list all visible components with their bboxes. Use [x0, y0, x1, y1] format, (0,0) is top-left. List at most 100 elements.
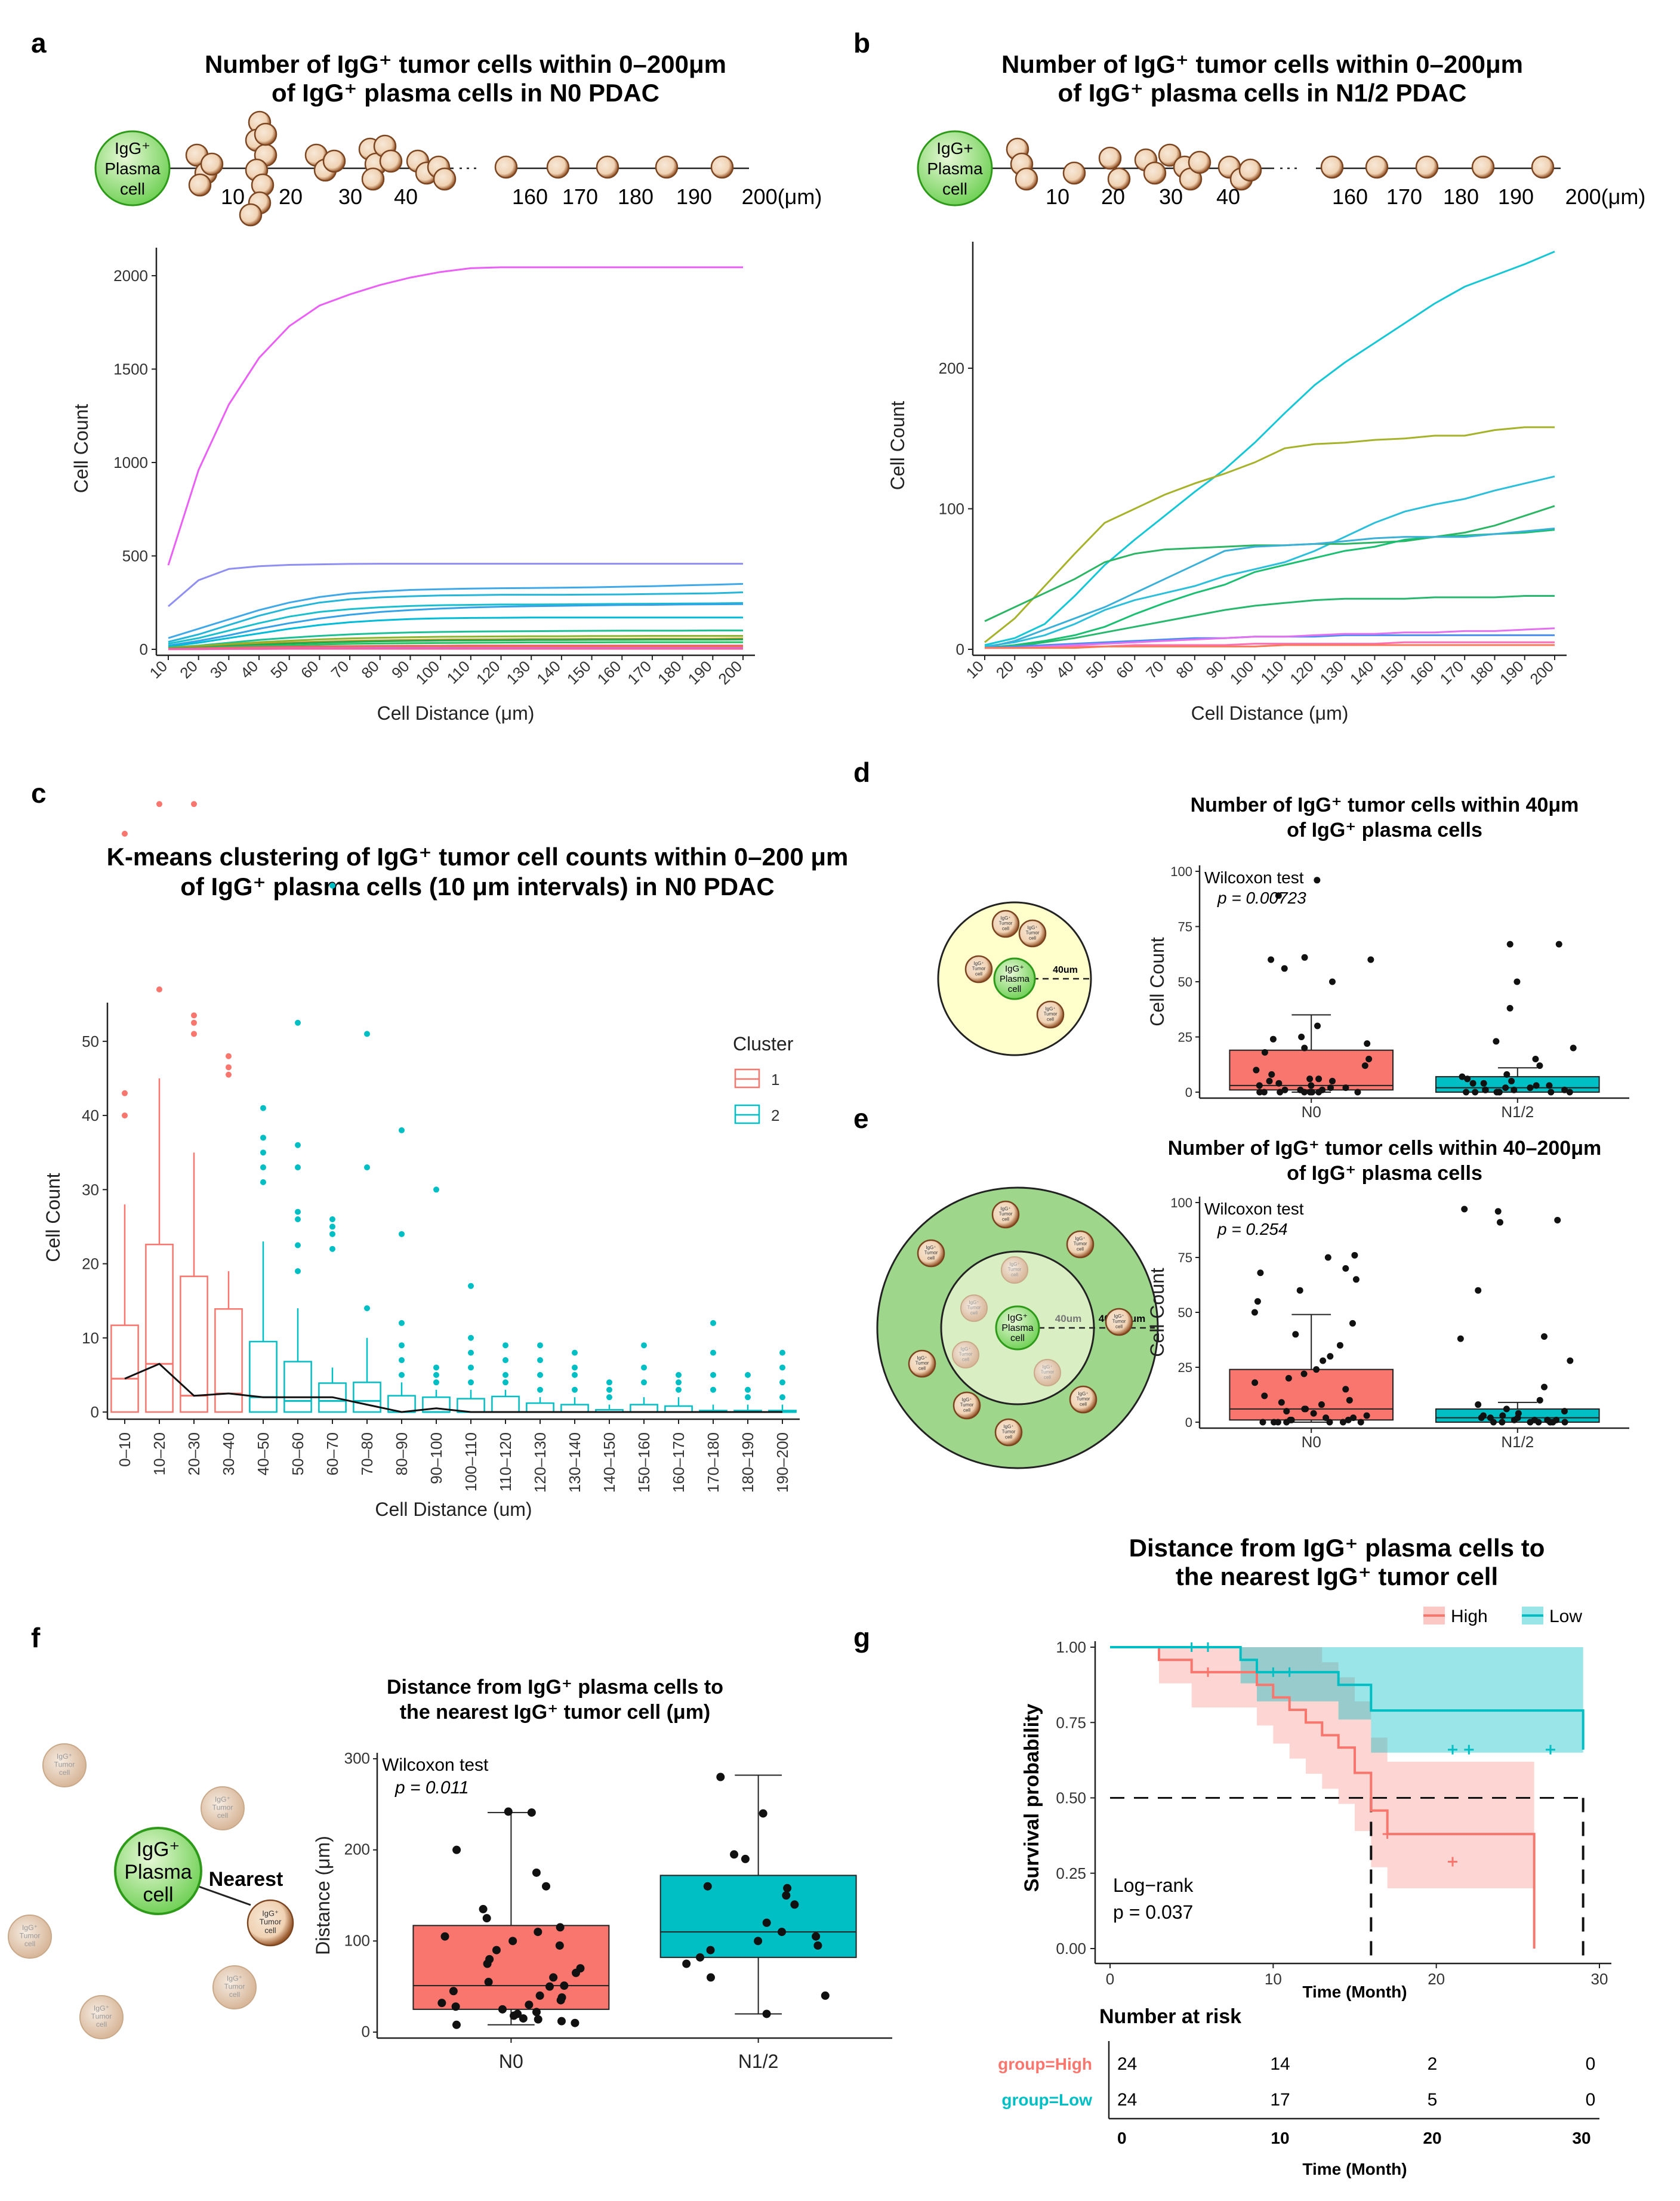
data-point	[1254, 1298, 1261, 1305]
tumor-cell-icon	[79, 1995, 124, 2039]
tumor-cell-icon	[1018, 919, 1047, 948]
title-f-line2: the nearest IgG⁺ tumor cell (μm)	[400, 1701, 711, 1724]
tumor-label: IgG⁺	[961, 1397, 972, 1402]
tumor-label: Tumor	[54, 1760, 75, 1768]
box-body	[630, 1404, 658, 1413]
y-tick-label: 200	[344, 1841, 370, 1858]
data-point	[1278, 1399, 1285, 1406]
series-line-2	[984, 426, 1555, 643]
risk-value: 0	[1586, 2054, 1596, 2074]
series-line-2	[168, 563, 743, 608]
data-point	[1555, 941, 1562, 948]
series-line-10	[985, 641, 1555, 649]
outlier-point	[260, 1149, 266, 1156]
outlier-point	[710, 1320, 716, 1326]
data-point	[1352, 1276, 1360, 1283]
y-tick-label: 0	[140, 640, 148, 658]
risk-value: 0	[1586, 2090, 1596, 2110]
data-point	[534, 2015, 542, 2024]
x-tick-label: 100–110	[462, 1432, 480, 1491]
tumor-label: IgG⁺	[57, 1752, 72, 1761]
y-tick-label: 100	[344, 1931, 370, 1949]
tumor-cell-icon	[1365, 155, 1389, 179]
x-tick-label: 200	[714, 657, 745, 688]
data-point	[1328, 978, 1336, 985]
censor-mark	[1268, 1667, 1278, 1677]
tumor-label: Tumor	[960, 1402, 974, 1408]
data-point	[485, 1955, 494, 1963]
data-point	[1548, 1089, 1555, 1096]
box-N0	[1229, 1251, 1394, 1426]
y-tick-label: 50	[82, 1032, 99, 1050]
x-tick-label: 30	[206, 657, 232, 682]
tumor-label: Tumor	[999, 1212, 1013, 1217]
legend-label: 2	[771, 1106, 779, 1124]
tumor-label: Tumor	[260, 1918, 282, 1926]
tumor-label: cell	[962, 1357, 969, 1362]
box-30–40	[214, 1053, 243, 1413]
censor-mark	[1186, 1642, 1197, 1652]
tumor-cell-icon	[1098, 146, 1122, 170]
schem-b-tick-160: 160	[1332, 184, 1368, 209]
data-point	[1327, 1084, 1334, 1092]
data-point	[1268, 1071, 1275, 1078]
data-point	[1260, 1089, 1268, 1096]
series-line-9	[168, 635, 743, 649]
box-N0	[412, 1807, 610, 2029]
tumor-label: IgG⁺	[227, 1974, 242, 1983]
tumor-label: cell	[1011, 1272, 1018, 1277]
legend-label: 1	[771, 1071, 779, 1089]
outlier-point	[503, 1379, 508, 1386]
plasma-f-l2: Plasma	[124, 1861, 192, 1884]
data-point	[451, 2002, 460, 2011]
data-point	[1301, 954, 1308, 961]
km-curve-low	[1110, 1646, 1585, 1750]
y-tick-label: 25	[1178, 1030, 1192, 1045]
data-point	[535, 1991, 544, 2000]
censor-mark	[1203, 1667, 1213, 1677]
plasma-d-l2: Plasma	[1000, 974, 1030, 984]
data-point	[1251, 1379, 1259, 1386]
outlier-point	[710, 1349, 716, 1356]
x-axis-title: Time (Month)	[1302, 1983, 1407, 2001]
tumor-cell-icon	[1320, 155, 1344, 179]
outlier-point	[329, 882, 335, 889]
data-point	[1310, 1410, 1317, 1417]
outlier-point	[295, 1164, 301, 1171]
outlier-point	[399, 1357, 405, 1364]
tumor-label: Tumor	[91, 2012, 112, 2020]
x-tick-label: 110	[1257, 657, 1287, 688]
tumor-cell-icon	[991, 910, 1020, 938]
schem-a-tick-190: 190	[676, 184, 712, 209]
data-point	[498, 2005, 507, 2014]
outlier-point	[710, 1371, 716, 1378]
tumor-cell-icon	[361, 167, 385, 191]
data-point	[1324, 1254, 1331, 1261]
tumor-label: IgG⁺	[1000, 915, 1010, 921]
x-tick-label: 0–10	[116, 1432, 134, 1467]
plasma-e-l1: IgG⁺	[1007, 1313, 1028, 1323]
series-line-7	[168, 616, 743, 648]
data-point	[560, 1981, 569, 1990]
outlier-point	[572, 1364, 578, 1371]
data-point	[1536, 1062, 1543, 1069]
tumor-label: cell	[1002, 1216, 1009, 1222]
data-point	[777, 1928, 786, 1937]
data-point	[706, 1973, 715, 1982]
outlier-point	[364, 1305, 370, 1312]
plasma-cell-a	[94, 130, 171, 206]
data-point	[762, 1918, 771, 1927]
data-point	[1506, 941, 1513, 948]
logrank-p: p = 0.037	[1113, 1901, 1193, 1923]
tumor-cell-icon	[1066, 1230, 1095, 1259]
x-tick-label: 140–150	[600, 1432, 618, 1493]
data-point	[508, 1937, 517, 1946]
title-e-line1: Number of IgG⁺ tumor cells within 40–200…	[1168, 1137, 1601, 1160]
data-point	[1314, 877, 1321, 884]
data-point	[1561, 1419, 1568, 1426]
schem-a-tick-20: 20	[279, 184, 303, 209]
series-line-6	[168, 603, 744, 647]
outlier-point	[364, 1031, 370, 1037]
tumor-label: IgG⁺	[1114, 1314, 1124, 1319]
x-tick-label: 30–40	[220, 1432, 238, 1475]
